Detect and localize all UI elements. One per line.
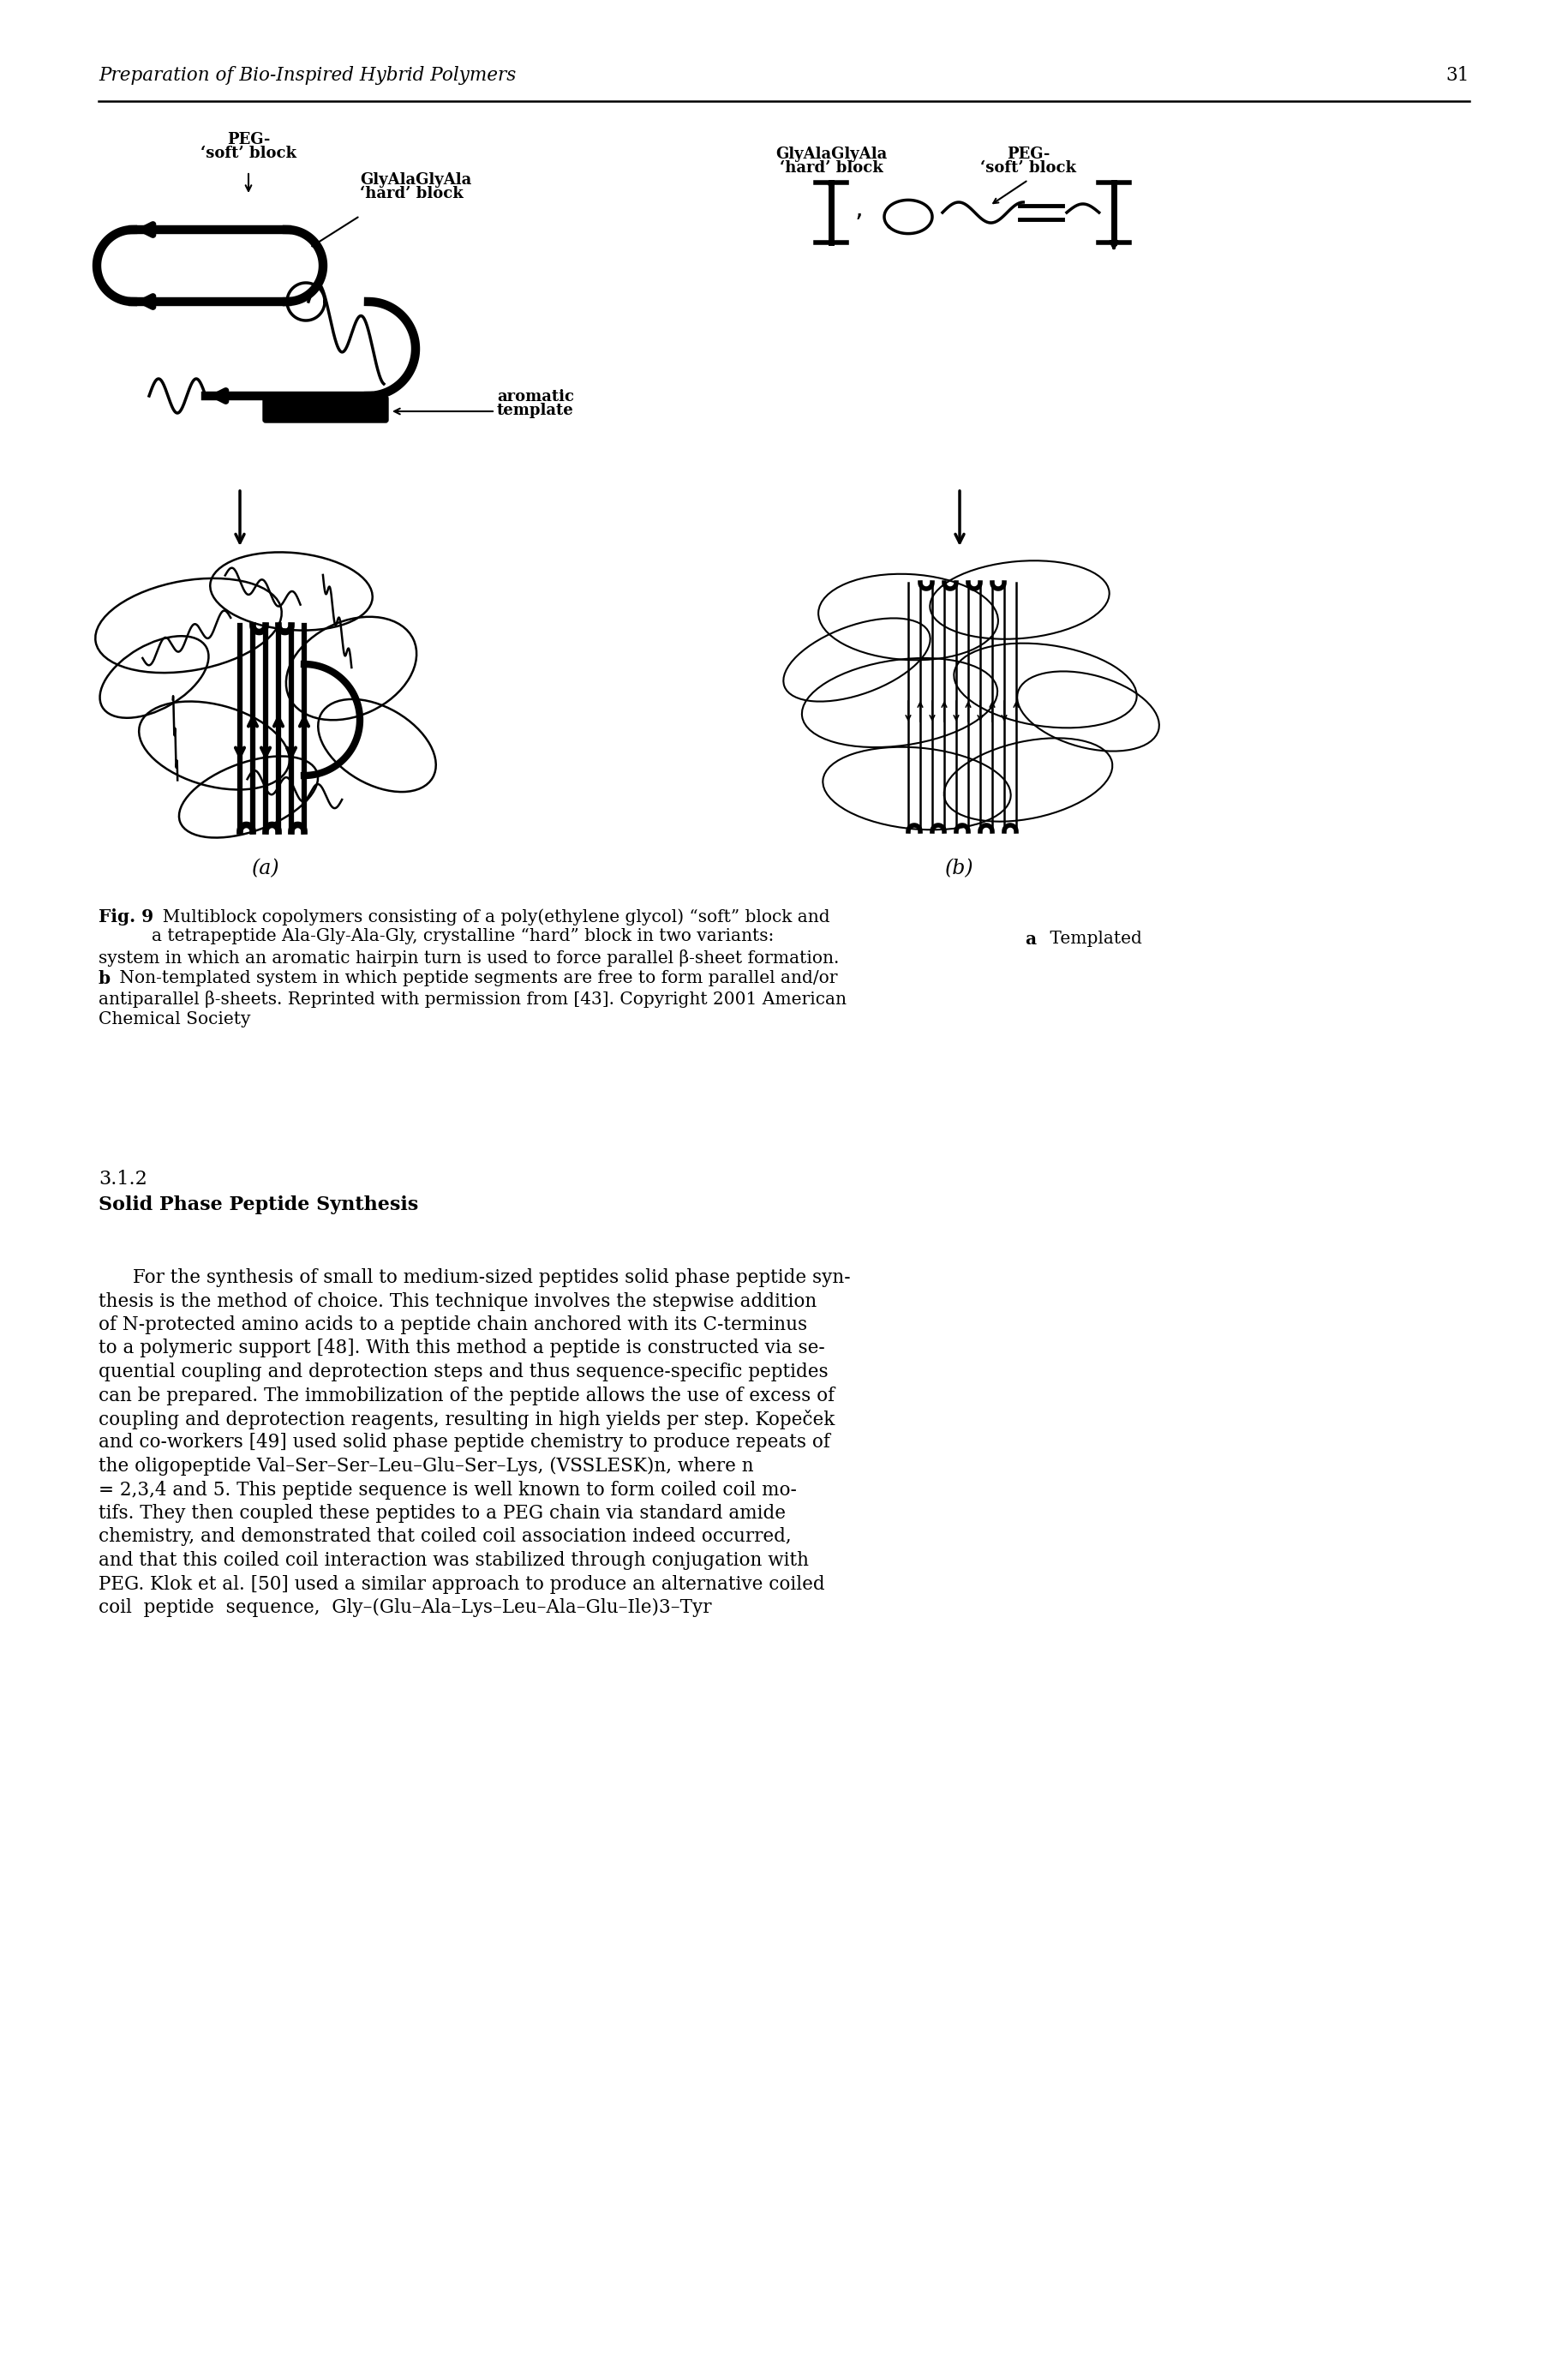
Text: coupling and deprotection reagents, resulting in high yields per step. Kopeček: coupling and deprotection reagents, resu…: [99, 1410, 834, 1429]
Text: ‘soft’ block: ‘soft’ block: [201, 145, 296, 162]
Text: aromatic: aromatic: [497, 390, 574, 404]
Text: template: template: [497, 402, 574, 419]
Text: ‘hard’ block: ‘hard’ block: [361, 185, 463, 202]
Text: of N-protected amino acids to a peptide chain anchored with its C-terminus: of N-protected amino acids to a peptide …: [99, 1315, 808, 1334]
Text: 3.1.2: 3.1.2: [99, 1170, 147, 1189]
Text: ​b​: ​b​: [99, 970, 111, 987]
Text: 31: 31: [1446, 67, 1469, 86]
Text: Fig. 9: Fig. 9: [99, 908, 154, 925]
Text: (b): (b): [946, 858, 974, 877]
Text: coil  peptide  sequence,  Gly–(Glu–Ala–Lys–Leu–Ala–Glu–Ile)3–Tyr: coil peptide sequence, Gly–(Glu–Ala–Lys–…: [99, 1598, 712, 1617]
Text: ​a​: ​a​: [1025, 930, 1036, 949]
FancyBboxPatch shape: [263, 395, 389, 423]
Text: = 2,3,4 and 5. This peptide sequence is well known to form coiled coil mo-: = 2,3,4 and 5. This peptide sequence is …: [99, 1481, 797, 1498]
Text: PEG. Klok et al. [50] used a similar approach to produce an alternative coiled: PEG. Klok et al. [50] used a similar app…: [99, 1574, 825, 1593]
Text: Non-templated system in which peptide segments are free to form parallel and/or: Non-templated system in which peptide se…: [114, 970, 837, 987]
Text: system in which an aromatic hairpin turn is used to force parallel β-sheet forma: system in which an aromatic hairpin turn…: [99, 949, 839, 965]
Text: and co-workers [49] used solid phase peptide chemistry to produce repeats of: and co-workers [49] used solid phase pep…: [99, 1434, 829, 1453]
Text: GlyAlaGlyAla: GlyAlaGlyAla: [361, 171, 472, 188]
Text: Multiblock copolymers consisting of a poly(ethylene glycol) “soft” block and
a t: Multiblock copolymers consisting of a po…: [152, 908, 829, 944]
Text: the oligopeptide Val–Ser–Ser–Leu–Glu–Ser–Lys, (VSSLESK)n, where n: the oligopeptide Val–Ser–Ser–Leu–Glu–Ser…: [99, 1458, 754, 1477]
Text: tifs. They then coupled these peptides to a PEG chain via standard amide: tifs. They then coupled these peptides t…: [99, 1503, 786, 1522]
Text: and that this coiled coil interaction was stabilized through conjugation with: and that this coiled coil interaction wa…: [99, 1550, 809, 1569]
Text: thesis is the method of choice. This technique involves the stepwise addition: thesis is the method of choice. This tec…: [99, 1291, 817, 1310]
Text: (a): (a): [251, 858, 279, 877]
Text: Templated: Templated: [1044, 930, 1142, 946]
Text: Chemical Society: Chemical Society: [99, 1011, 251, 1027]
Text: ‘soft’ block: ‘soft’ block: [980, 159, 1076, 176]
Text: ‘hard’ block: ‘hard’ block: [779, 159, 883, 176]
Text: to a polymeric support [48]. With this method a peptide is constructed via se-: to a polymeric support [48]. With this m…: [99, 1339, 825, 1358]
Text: Solid Phase Peptide Synthesis: Solid Phase Peptide Synthesis: [99, 1196, 419, 1215]
Text: ,: ,: [855, 195, 864, 221]
Text: For the synthesis of small to medium-sized peptides solid phase peptide syn-: For the synthesis of small to medium-siz…: [133, 1267, 850, 1286]
Text: PEG-: PEG-: [1007, 147, 1051, 162]
Text: chemistry, and demonstrated that coiled coil association indeed occurred,: chemistry, and demonstrated that coiled …: [99, 1527, 792, 1546]
Text: antiparallel β-sheets. Reprinted with permission from [43]. Copyright 2001 Ameri: antiparallel β-sheets. Reprinted with pe…: [99, 992, 847, 1008]
Text: can be prepared. The immobilization of the peptide allows the use of excess of: can be prepared. The immobilization of t…: [99, 1386, 834, 1405]
Text: quential coupling and deprotection steps and thus sequence-specific peptides: quential coupling and deprotection steps…: [99, 1363, 828, 1382]
Text: Preparation of Bio-Inspired Hybrid Polymers: Preparation of Bio-Inspired Hybrid Polym…: [99, 67, 516, 86]
Text: PEG-: PEG-: [227, 131, 270, 147]
Text: GlyAlaGlyAla: GlyAlaGlyAla: [775, 147, 887, 162]
